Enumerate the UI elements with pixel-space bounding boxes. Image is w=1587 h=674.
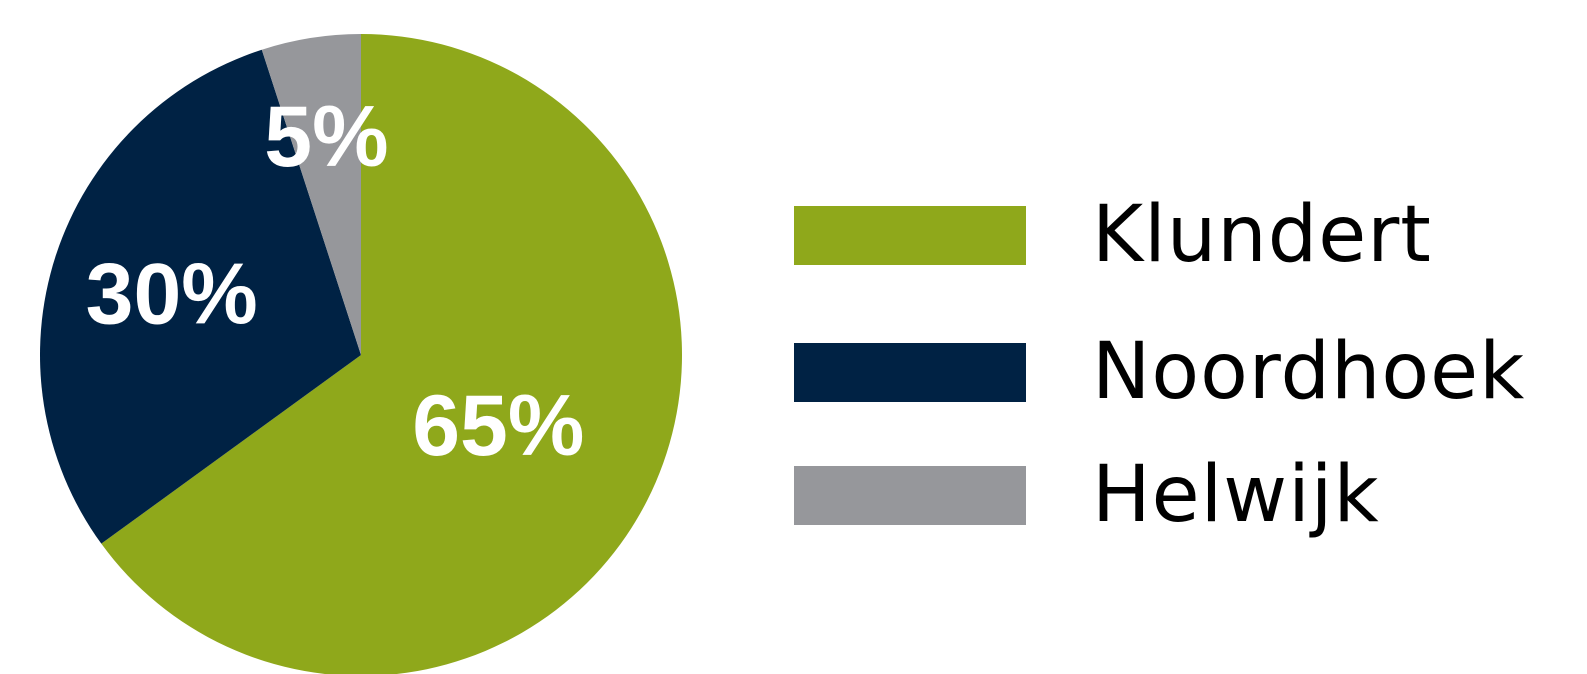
legend-label-klundert: Klundert [1092, 190, 1432, 280]
legend-item-noordhoek: Noordhoek [794, 317, 1525, 427]
pie-slice-klundert [101, 34, 682, 674]
pie-slice-noordhoek [40, 49, 362, 544]
legend-label-noordhoek: Noordhoek [1092, 327, 1526, 417]
data-label-noordhoek: 30% [86, 247, 258, 343]
data-label-klundert: 65% [412, 378, 584, 474]
legend-swatch-helwijk [794, 465, 1026, 525]
data-label-helwijk: 5% [264, 89, 388, 185]
legend-swatch-klundert [794, 205, 1026, 265]
legend-item-klundert: Klundert [794, 180, 1432, 290]
pie-chart: 65% 30%5% [40, 34, 682, 674]
legend-item-helwijk: Helwijk [794, 440, 1380, 550]
legend-label-helwijk: Helwijk [1092, 450, 1380, 540]
legend-swatch-noordhoek [794, 342, 1026, 402]
pie-slice-helwijk [261, 34, 361, 355]
